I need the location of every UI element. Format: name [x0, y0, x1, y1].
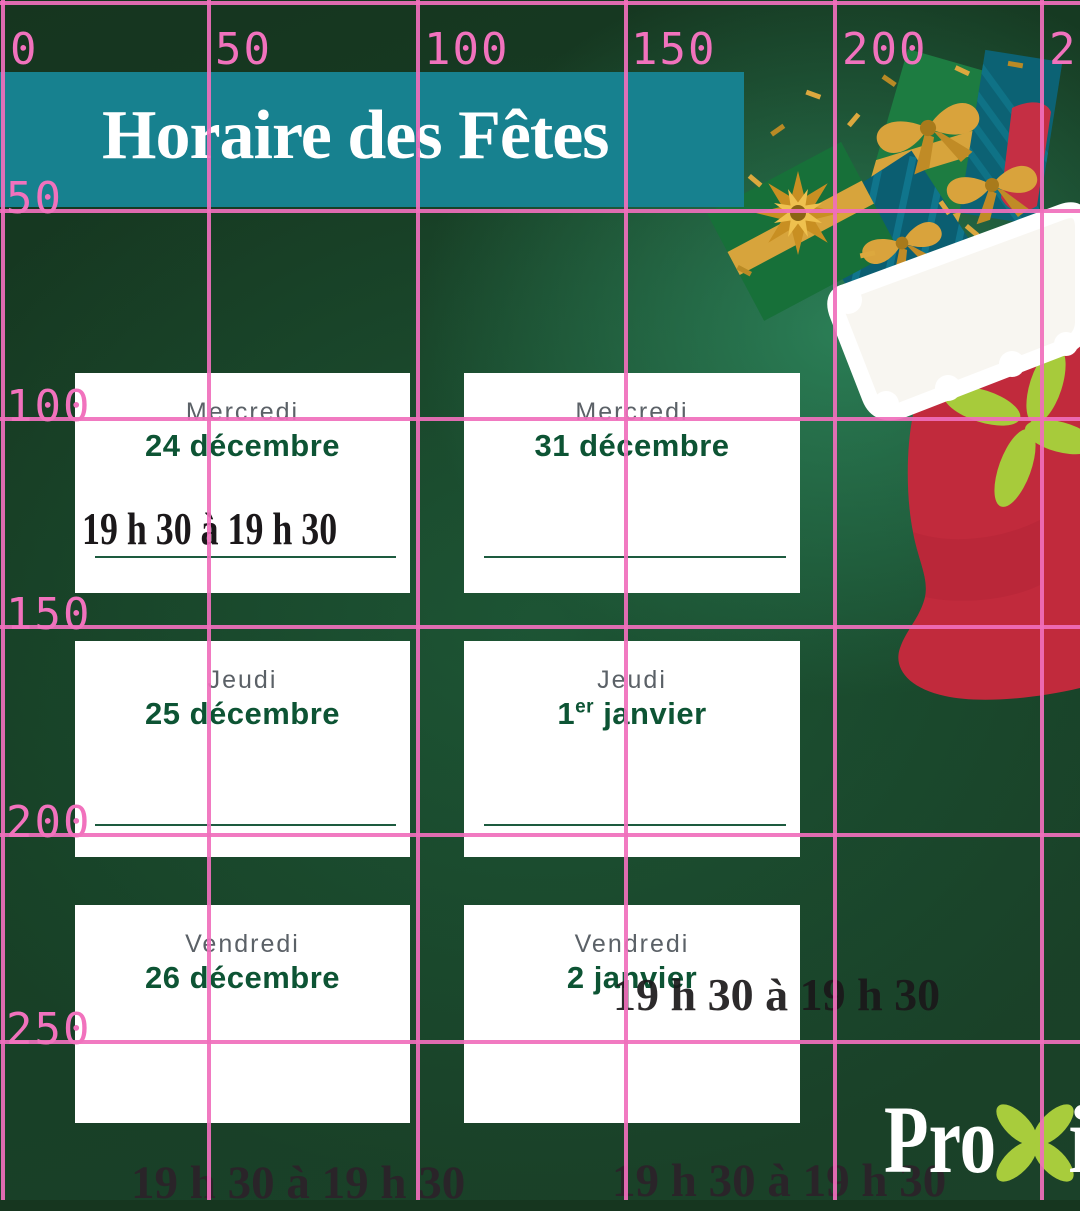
red-stocking	[827, 202, 1080, 700]
card-date-label: 26 décembre	[144, 960, 341, 995]
typed-hours-bottom-right: 19 h 30 à 19 h 30	[612, 1155, 947, 1207]
proxim-flower-icon	[996, 1104, 1074, 1182]
card-day-label: Mercredi	[185, 398, 300, 426]
card-day-label: Vendredi	[574, 930, 690, 958]
schedule-card-dec24[interactable]: Mercredi 24 décembre	[75, 373, 410, 593]
title-banner: Horaire des Fêtes	[0, 72, 744, 207]
card-day-label: Vendredi	[185, 930, 300, 958]
poster-title: Horaire des Fêtes	[102, 97, 610, 174]
logo-text-pro: Pro	[884, 1086, 997, 1193]
hours-entry-line[interactable]	[484, 824, 786, 826]
schedule-card-jan1[interactable]: Jeudi 1er janvier	[464, 641, 800, 857]
schedule-card-dec31[interactable]: Mercredi 31 décembre	[464, 373, 800, 593]
hours-entry-line[interactable]	[484, 556, 786, 558]
logo-text-i: i	[1068, 1092, 1080, 1188]
card-day-label: Mercredi	[575, 398, 689, 426]
card-date-label: 25 décembre	[144, 696, 341, 731]
hours-entry-line[interactable]	[95, 556, 396, 558]
schedule-card-dec26[interactable]: Vendredi 26 décembre	[75, 905, 410, 1123]
card-date-label: 1er janvier	[557, 696, 707, 731]
proxim-logo: Pro i	[884, 1092, 1080, 1202]
card-date-label: 31 décembre	[534, 428, 730, 463]
typed-hours-dec24: 19 h 30 à 19 h 30	[82, 503, 338, 554]
card-day-label: Jeudi	[597, 666, 667, 694]
gold-star-bow	[756, 171, 840, 255]
card-date-label: 2 janvier	[566, 960, 698, 995]
card-day-label: Jeudi	[207, 666, 278, 694]
card-date-label: 24 décembre	[144, 428, 341, 463]
typed-hours-jan2: 19 h 30 à 19 h 30	[613, 969, 941, 1020]
schedule-card-jan2[interactable]: Vendredi 2 janvier	[464, 905, 800, 1123]
hours-entry-line[interactable]	[95, 824, 396, 826]
christmas-stocking-gifts-illustration	[706, 48, 1080, 700]
schedule-card-dec25[interactable]: Jeudi 25 décembre	[75, 641, 410, 857]
typed-hours-bottom-left: 19 h 30 à 19 h 30	[131, 1157, 466, 1209]
